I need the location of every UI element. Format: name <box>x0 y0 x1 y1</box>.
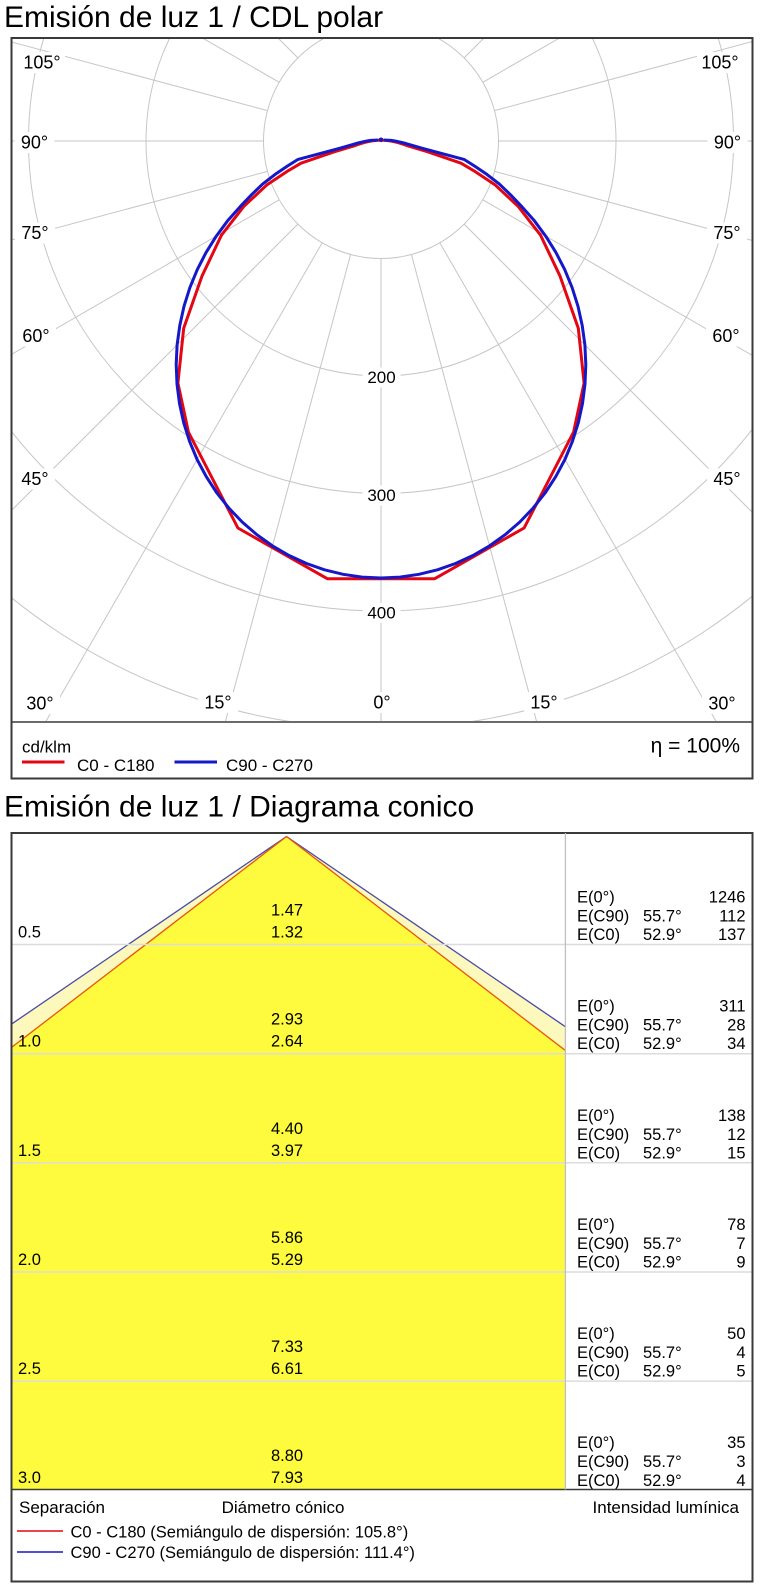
svg-text:75°: 75° <box>713 223 740 243</box>
svg-text:C0 - C180: C0 - C180 <box>77 756 154 775</box>
svg-text:55.7°: 55.7° <box>643 1344 682 1362</box>
svg-text:Diámetro cónico: Diámetro cónico <box>222 1498 345 1517</box>
svg-text:E(C90): E(C90) <box>577 1126 629 1144</box>
svg-text:4: 4 <box>736 1472 745 1490</box>
svg-text:105°: 105° <box>701 53 738 73</box>
svg-text:E(C90): E(C90) <box>577 1453 629 1471</box>
svg-text:2.0: 2.0 <box>18 1251 41 1269</box>
svg-text:7.93: 7.93 <box>271 1469 303 1487</box>
svg-text:15: 15 <box>727 1144 745 1162</box>
svg-text:2.5: 2.5 <box>18 1360 41 1378</box>
svg-text:1.0: 1.0 <box>18 1033 41 1051</box>
svg-text:35: 35 <box>727 1434 745 1452</box>
svg-text:E(C90): E(C90) <box>577 1235 629 1253</box>
svg-text:E(0°): E(0°) <box>577 1107 615 1125</box>
svg-text:E(0°): E(0°) <box>577 998 615 1016</box>
svg-text:1.47: 1.47 <box>271 902 303 920</box>
svg-text:Separación: Separación <box>19 1498 105 1517</box>
svg-text:55.7°: 55.7° <box>643 1453 682 1471</box>
svg-text:30°: 30° <box>26 694 53 714</box>
svg-text:7.33: 7.33 <box>271 1338 303 1356</box>
svg-text:Emisión de luz 1 / CDL polar: Emisión de luz 1 / CDL polar <box>4 1 383 34</box>
svg-text:300: 300 <box>367 486 395 505</box>
svg-text:1.32: 1.32 <box>271 924 303 942</box>
svg-text:E(C0): E(C0) <box>577 1144 620 1162</box>
svg-text:5: 5 <box>736 1363 745 1381</box>
svg-text:78: 78 <box>727 1216 745 1234</box>
svg-text:400: 400 <box>367 604 395 623</box>
svg-text:Intensidad lumínica: Intensidad lumínica <box>593 1498 740 1517</box>
svg-text:5.86: 5.86 <box>271 1229 303 1247</box>
svg-text:E(C0): E(C0) <box>577 1254 620 1272</box>
svg-text:E(C90): E(C90) <box>577 1344 629 1362</box>
svg-text:0°: 0° <box>373 693 390 713</box>
svg-text:34: 34 <box>727 1035 745 1053</box>
svg-text:55.7°: 55.7° <box>643 1235 682 1253</box>
svg-text:E(0°): E(0°) <box>577 889 615 907</box>
svg-text:0.5: 0.5 <box>18 924 41 942</box>
svg-text:Emisión de luz 1 / Diagrama co: Emisión de luz 1 / Diagrama conico <box>4 791 474 824</box>
svg-text:90°: 90° <box>714 133 741 153</box>
svg-text:52.9°: 52.9° <box>643 1254 682 1272</box>
svg-text:4.40: 4.40 <box>271 1120 303 1138</box>
svg-text:75°: 75° <box>21 223 48 243</box>
svg-text:9: 9 <box>736 1254 745 1272</box>
svg-text:45°: 45° <box>713 469 740 489</box>
svg-text:3.0: 3.0 <box>18 1469 41 1487</box>
svg-text:28: 28 <box>727 1017 745 1035</box>
svg-text:3: 3 <box>736 1453 745 1471</box>
svg-text:60°: 60° <box>712 326 739 346</box>
svg-text:55.7°: 55.7° <box>643 1017 682 1035</box>
svg-text:52.9°: 52.9° <box>643 1035 682 1053</box>
svg-text:5.29: 5.29 <box>271 1251 303 1269</box>
svg-text:C0 - C180 (Semiángulo de dispe: C0 - C180 (Semiángulo de dispersión: 105… <box>71 1524 409 1542</box>
svg-text:1.5: 1.5 <box>18 1142 41 1160</box>
svg-text:112: 112 <box>719 908 745 926</box>
svg-text:3.97: 3.97 <box>271 1142 303 1160</box>
svg-text:52.9°: 52.9° <box>643 926 682 944</box>
svg-text:η = 100%: η = 100% <box>651 735 740 758</box>
svg-text:137: 137 <box>718 926 746 944</box>
svg-text:138: 138 <box>718 1107 746 1125</box>
svg-text:45°: 45° <box>21 469 48 489</box>
svg-text:7: 7 <box>736 1235 745 1253</box>
svg-text:15°: 15° <box>530 693 557 713</box>
svg-text:E(C90): E(C90) <box>577 1017 629 1035</box>
svg-text:12: 12 <box>727 1126 745 1144</box>
svg-text:30°: 30° <box>708 694 735 714</box>
svg-text:60°: 60° <box>22 326 49 346</box>
svg-text:E(C0): E(C0) <box>577 1035 620 1053</box>
svg-text:105°: 105° <box>23 53 60 73</box>
svg-text:4: 4 <box>736 1344 745 1362</box>
svg-text:6.61: 6.61 <box>271 1360 303 1378</box>
svg-text:C90 - C270: C90 - C270 <box>226 756 313 775</box>
svg-text:2.64: 2.64 <box>271 1033 303 1051</box>
svg-text:2.93: 2.93 <box>271 1011 303 1029</box>
svg-text:C90 - C270 (Semiángulo de disp: C90 - C270 (Semiángulo de dispersión: 11… <box>71 1544 415 1562</box>
svg-text:E(0°): E(0°) <box>577 1325 615 1343</box>
svg-text:200: 200 <box>367 368 395 387</box>
svg-text:E(C0): E(C0) <box>577 1472 620 1490</box>
svg-text:52.9°: 52.9° <box>643 1144 682 1162</box>
svg-text:E(0°): E(0°) <box>577 1434 615 1452</box>
svg-text:E(C0): E(C0) <box>577 1363 620 1381</box>
svg-text:55.7°: 55.7° <box>643 1126 682 1144</box>
svg-text:E(C0): E(C0) <box>577 926 620 944</box>
svg-text:90°: 90° <box>21 133 48 153</box>
svg-text:52.9°: 52.9° <box>643 1472 682 1490</box>
svg-text:15°: 15° <box>204 693 231 713</box>
svg-text:cd/klm: cd/klm <box>22 738 71 757</box>
svg-text:E(C90): E(C90) <box>577 908 629 926</box>
svg-text:50: 50 <box>727 1325 745 1343</box>
svg-text:52.9°: 52.9° <box>643 1363 682 1381</box>
svg-text:1246: 1246 <box>709 889 746 907</box>
svg-text:55.7°: 55.7° <box>643 908 682 926</box>
svg-text:E(0°): E(0°) <box>577 1216 615 1234</box>
svg-text:311: 311 <box>719 998 745 1016</box>
svg-text:8.80: 8.80 <box>271 1447 303 1465</box>
